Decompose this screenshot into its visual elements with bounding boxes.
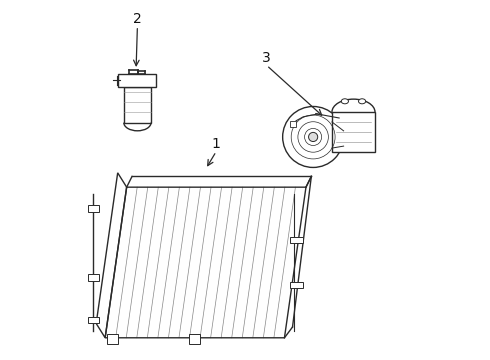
Polygon shape	[119, 74, 156, 87]
Circle shape	[309, 132, 318, 141]
Ellipse shape	[342, 99, 348, 104]
Polygon shape	[290, 282, 303, 288]
Circle shape	[283, 107, 343, 167]
Polygon shape	[88, 206, 99, 212]
Polygon shape	[124, 87, 151, 123]
Ellipse shape	[359, 99, 366, 104]
Polygon shape	[88, 274, 99, 281]
Polygon shape	[291, 121, 296, 127]
Polygon shape	[190, 334, 200, 344]
Text: 1: 1	[212, 137, 221, 151]
Polygon shape	[107, 334, 118, 344]
Polygon shape	[290, 237, 303, 243]
Text: 2: 2	[133, 12, 142, 26]
Polygon shape	[88, 317, 99, 323]
Text: 3: 3	[262, 51, 271, 65]
Polygon shape	[332, 112, 375, 152]
